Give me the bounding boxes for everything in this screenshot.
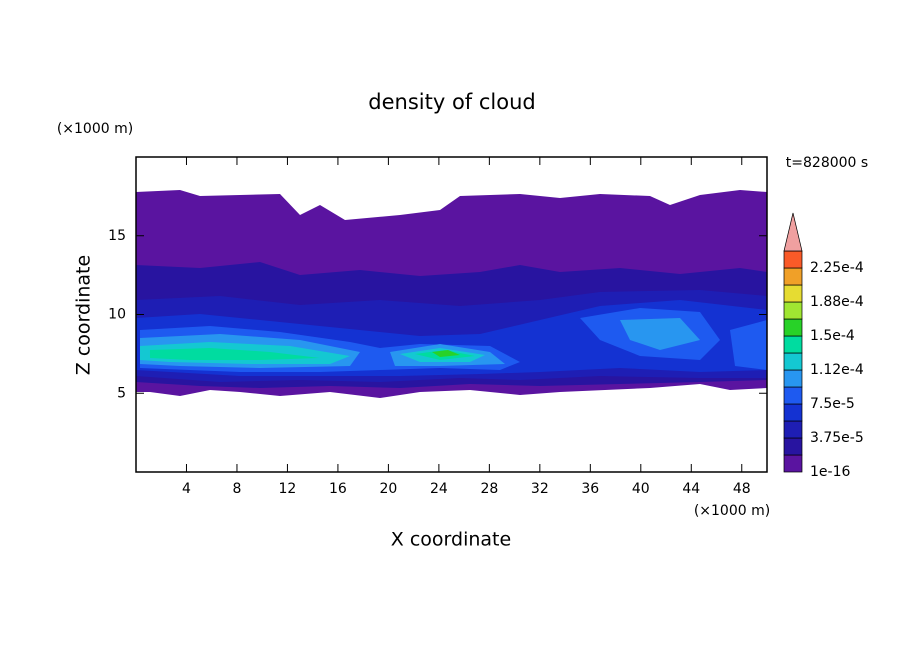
y-tick-label: 5	[117, 385, 126, 401]
colorbar-label: 1.88e-4	[810, 294, 864, 310]
colorbar-box	[783, 437, 803, 456]
colorbar-box	[783, 403, 803, 422]
colorbar-box	[783, 454, 803, 473]
time-label: t=828000 s	[786, 155, 868, 171]
colorbar-label: 7.5e-5	[810, 396, 855, 412]
x-axis-label: X coordinate	[391, 529, 511, 551]
colorbar-box	[783, 284, 803, 303]
x-tick-label: 20	[379, 481, 397, 497]
colorbar-box	[783, 301, 803, 320]
x-tick-label: 16	[329, 481, 347, 497]
x-tick-label: 4	[182, 481, 191, 497]
y-tick-label: 10	[108, 307, 126, 323]
x-tick-label: 40	[632, 481, 650, 497]
colorbar-label: 2.25e-4	[810, 260, 864, 276]
y-tick-label: 15	[108, 228, 126, 244]
x-tick-label: 44	[682, 481, 700, 497]
y-unit: (×1000 m)	[57, 121, 133, 137]
colorbar-label: 3.75e-5	[810, 430, 864, 446]
colorbar-box	[783, 250, 803, 269]
x-tick-label: 24	[430, 481, 448, 497]
contour-field	[136, 190, 767, 398]
x-tick-label: 28	[480, 481, 498, 497]
x-tick-label: 48	[733, 481, 751, 497]
colorbar-label: 1e-16	[810, 464, 850, 480]
colorbar-extend	[783, 212, 803, 252]
chart-title: density of cloud	[368, 90, 535, 114]
colorbar-box	[783, 267, 803, 286]
x-tick-label: 36	[581, 481, 599, 497]
x-tick-label: 8	[232, 481, 241, 497]
colorbar-box	[783, 386, 803, 405]
x-unit: (×1000 m)	[694, 503, 770, 519]
contour-region	[432, 350, 460, 357]
colorbar-box	[783, 369, 803, 388]
colorbar-box	[783, 420, 803, 439]
colorbar-label: 1.12e-4	[810, 362, 864, 378]
x-tick-label: 12	[279, 481, 297, 497]
y-axis-label: Z coordinate	[73, 255, 95, 375]
colorbar-box	[783, 318, 803, 337]
colorbar-label: 1.5e-4	[810, 328, 855, 344]
colorbar-box	[783, 335, 803, 354]
contour-region	[150, 348, 475, 360]
x-tick-label: 32	[531, 481, 549, 497]
colorbar-box	[783, 352, 803, 371]
